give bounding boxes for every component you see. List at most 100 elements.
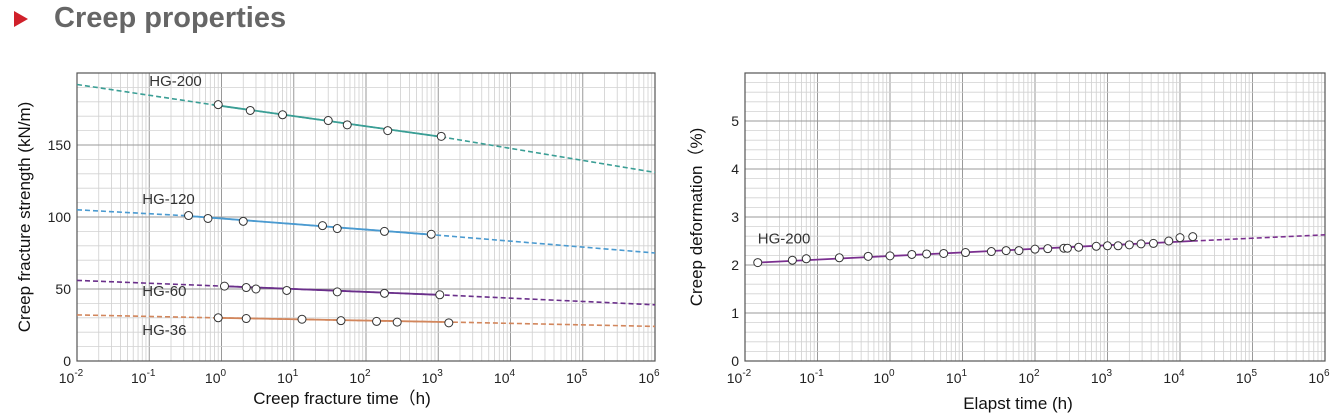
x-axis-label: Creep fracture time（h): [253, 389, 431, 408]
data-point: [1113, 241, 1123, 251]
x-tick-label: 105: [566, 368, 588, 386]
x-tick-label: 10-2: [59, 368, 84, 386]
data-point: [1030, 244, 1040, 254]
data-point: [787, 255, 797, 265]
series-line-hg-60-extrapolated: [76, 279, 656, 306]
series-line-hg-36-extrapolated: [76, 314, 656, 328]
series-hg-36: [76, 313, 656, 328]
x-tick-label: 106: [638, 368, 660, 386]
data-point: [251, 284, 261, 294]
data-point: [885, 251, 895, 261]
data-point: [801, 254, 811, 264]
data-point: [436, 131, 446, 141]
data-point: [1074, 242, 1084, 252]
y-tick-label: 3: [731, 209, 739, 225]
x-tick-label: 100: [205, 368, 227, 386]
deformation-plot-frame: [744, 72, 1326, 362]
data-point: [939, 248, 949, 258]
x-tick-label: 102: [349, 368, 371, 386]
strength-plot-frame: [76, 72, 656, 362]
data-point: [1091, 241, 1101, 251]
data-point: [1062, 243, 1072, 253]
data-point: [383, 126, 393, 136]
x-tick-label: 10-1: [799, 368, 824, 386]
data-point: [297, 314, 307, 324]
data-point: [241, 283, 251, 293]
y-tick-label: 4: [731, 161, 739, 177]
x-tick-label: 105: [1236, 368, 1258, 386]
data-point: [213, 100, 223, 110]
data-point: [336, 316, 346, 326]
data-point: [203, 213, 213, 223]
data-point: [1103, 241, 1112, 251]
data-point: [753, 258, 763, 268]
series-label-hg-36: HG-36: [142, 322, 186, 339]
x-tick-label: 10-2: [727, 368, 752, 386]
series-label-hg-200: HG-200: [149, 73, 202, 90]
data-point: [834, 253, 844, 263]
data-point: [863, 251, 873, 261]
y-tick-label: 100: [48, 209, 72, 225]
page-header: Creep properties: [0, 0, 1334, 44]
data-point: [184, 211, 194, 221]
deformation-grid: [744, 72, 1325, 362]
data-point: [392, 317, 402, 327]
x-tick-label: 101: [946, 368, 968, 386]
x-axis-label: Elapst time (h): [963, 394, 1073, 413]
data-point: [219, 281, 229, 291]
data-point: [1136, 239, 1146, 249]
series-line-hg-36: [214, 316, 452, 323]
data-point: [213, 313, 223, 323]
y-tick-label: 0: [731, 353, 739, 369]
data-point: [1001, 246, 1011, 256]
data-point: [318, 221, 328, 231]
data-point: [922, 249, 932, 259]
data-point: [1148, 238, 1158, 248]
x-tick-label: 100: [873, 368, 895, 386]
data-point: [278, 110, 288, 120]
data-point: [332, 287, 342, 297]
data-point: [342, 120, 352, 130]
x-tick-label: 104: [494, 368, 516, 386]
x-tick-label: 101: [277, 368, 299, 386]
data-point: [961, 248, 971, 258]
x-tick-label: 106: [1308, 368, 1330, 386]
series-label-hg-200: HG-200: [758, 230, 811, 247]
data-point: [444, 318, 454, 328]
series-hg-200: [753, 232, 1326, 268]
data-point: [1124, 240, 1134, 250]
series-line-hg-200-extrapolated: [1192, 234, 1326, 242]
y-axis-label: Creep fracture strength (kN/m): [15, 102, 34, 333]
y-tick-label: 50: [55, 281, 71, 297]
data-point: [1188, 232, 1198, 242]
data-point: [323, 116, 333, 126]
x-tick-label: 102: [1018, 368, 1040, 386]
x-tick-label: 103: [422, 368, 444, 386]
triangle-bullet-icon: [14, 11, 28, 27]
series-hg-200: [76, 83, 656, 174]
page-title: Creep properties: [54, 2, 287, 34]
data-point: [1175, 233, 1185, 243]
y-tick-label: 150: [48, 137, 72, 153]
y-tick-label: 0: [63, 353, 71, 369]
data-point: [372, 316, 382, 326]
y-tick-label: 1: [731, 305, 739, 321]
data-point: [379, 288, 389, 298]
data-point: [238, 216, 248, 226]
y-tick-label: 5: [731, 113, 739, 129]
data-point: [241, 314, 251, 324]
series-hg-60: [76, 279, 656, 306]
series-label-hg-120: HG-120: [142, 191, 195, 208]
x-tick-label: 103: [1091, 368, 1113, 386]
y-tick-label: 2: [731, 257, 739, 273]
data-point: [1164, 236, 1174, 246]
data-point: [1014, 246, 1024, 256]
data-point: [282, 285, 292, 295]
data-point: [435, 290, 445, 300]
x-tick-label: 10-1: [131, 368, 156, 386]
data-point: [907, 249, 917, 259]
data-point: [332, 224, 342, 234]
y-axis-label: Creep deformation（%): [687, 128, 706, 307]
